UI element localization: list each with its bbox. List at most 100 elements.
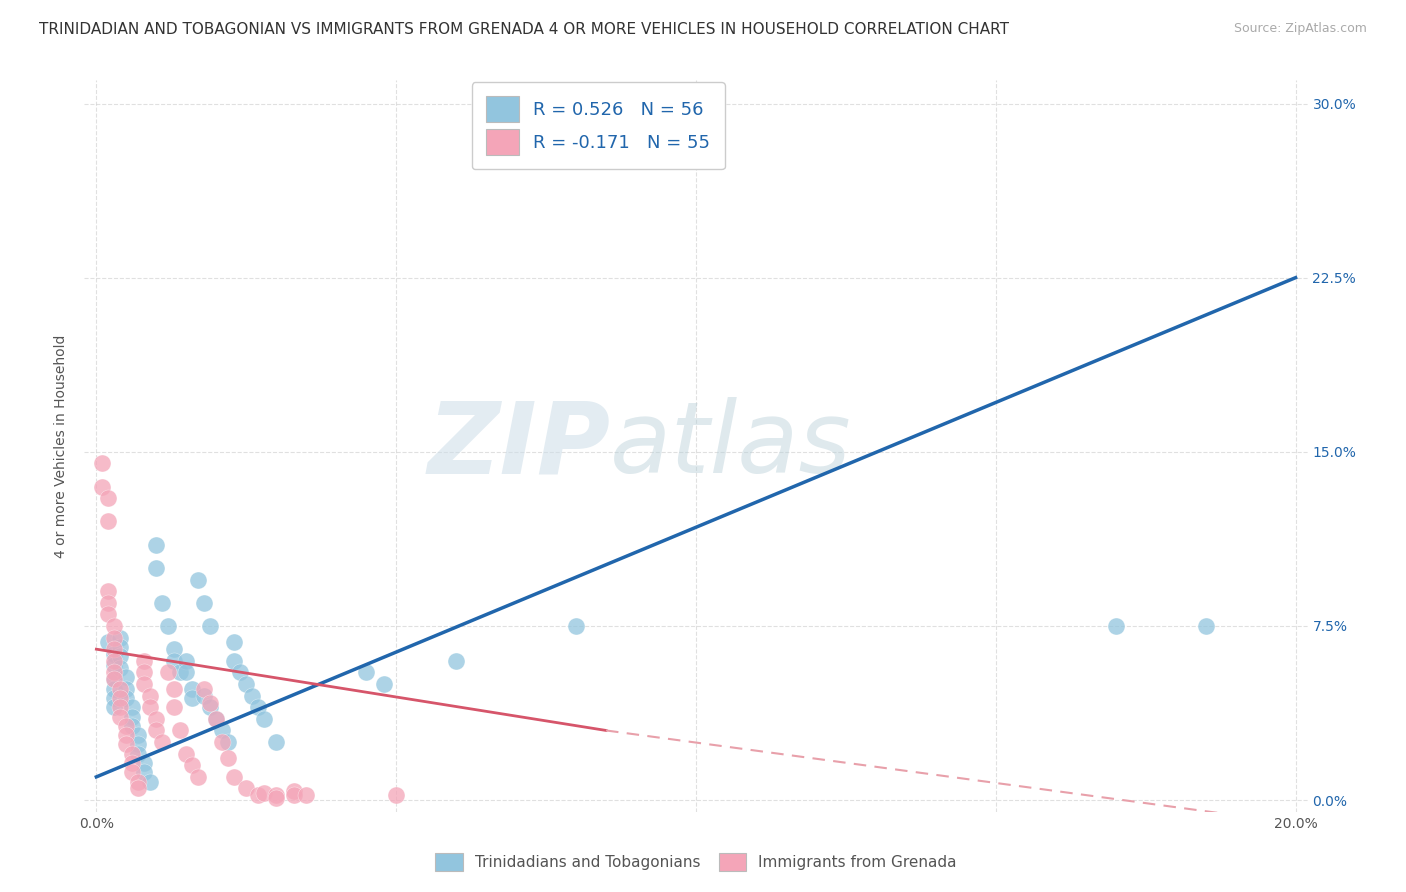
Point bbox=[127, 774, 149, 789]
Point bbox=[264, 789, 287, 803]
Point bbox=[163, 642, 186, 657]
Text: atlas: atlas bbox=[610, 398, 852, 494]
Point bbox=[115, 690, 138, 705]
Point bbox=[97, 515, 120, 529]
Point bbox=[565, 619, 588, 633]
Point bbox=[150, 596, 173, 610]
Point bbox=[247, 700, 270, 714]
Point bbox=[145, 561, 167, 575]
Point bbox=[1105, 619, 1128, 633]
Point bbox=[139, 689, 162, 703]
Point bbox=[253, 786, 276, 800]
Point bbox=[200, 696, 222, 710]
Point bbox=[139, 700, 162, 714]
Point bbox=[283, 789, 305, 803]
Point bbox=[169, 723, 191, 738]
Point bbox=[253, 712, 276, 726]
Point bbox=[103, 690, 125, 705]
Point bbox=[240, 689, 263, 703]
Y-axis label: 4 or more Vehicles in Household: 4 or more Vehicles in Household bbox=[55, 334, 69, 558]
Point bbox=[127, 747, 149, 761]
Point bbox=[103, 665, 125, 680]
Point bbox=[110, 631, 132, 645]
Point bbox=[103, 642, 125, 657]
Point bbox=[110, 690, 132, 705]
Point bbox=[187, 573, 209, 587]
Point bbox=[134, 677, 156, 691]
Point bbox=[91, 480, 114, 494]
Point bbox=[200, 619, 222, 633]
Point bbox=[205, 712, 228, 726]
Point bbox=[224, 770, 246, 784]
Point bbox=[174, 654, 197, 668]
Point bbox=[115, 728, 138, 742]
Point bbox=[121, 747, 143, 761]
Point bbox=[103, 619, 125, 633]
Point bbox=[103, 673, 125, 687]
Point bbox=[121, 709, 143, 723]
Point bbox=[139, 774, 162, 789]
Point bbox=[103, 700, 125, 714]
Point bbox=[163, 654, 186, 668]
Point bbox=[127, 738, 149, 752]
Point bbox=[576, 108, 599, 122]
Point bbox=[121, 719, 143, 733]
Point bbox=[127, 781, 149, 796]
Point bbox=[163, 681, 186, 696]
Point bbox=[110, 700, 132, 714]
Point bbox=[354, 665, 377, 680]
Point bbox=[613, 108, 636, 122]
Legend: Trinidadians and Tobagonians, Immigrants from Grenada: Trinidadians and Tobagonians, Immigrants… bbox=[429, 847, 963, 877]
Point bbox=[205, 712, 228, 726]
Point bbox=[115, 719, 138, 733]
Point bbox=[187, 770, 209, 784]
Point bbox=[97, 596, 120, 610]
Point bbox=[134, 665, 156, 680]
Point bbox=[193, 596, 215, 610]
Point bbox=[235, 677, 257, 691]
Point bbox=[121, 700, 143, 714]
Point bbox=[103, 631, 125, 645]
Point bbox=[127, 728, 149, 742]
Point bbox=[193, 689, 215, 703]
Point bbox=[181, 758, 204, 772]
Point bbox=[134, 654, 156, 668]
Text: ZIP: ZIP bbox=[427, 398, 610, 494]
Point bbox=[200, 700, 222, 714]
Point bbox=[103, 647, 125, 661]
Point bbox=[181, 681, 204, 696]
Point bbox=[121, 765, 143, 780]
Point bbox=[121, 756, 143, 770]
Point bbox=[283, 784, 305, 798]
Point bbox=[444, 654, 467, 668]
Point bbox=[217, 735, 239, 749]
Text: TRINIDADIAN AND TOBAGONIAN VS IMMIGRANTS FROM GRENADA 4 OR MORE VEHICLES IN HOUS: TRINIDADIAN AND TOBAGONIAN VS IMMIGRANTS… bbox=[39, 22, 1010, 37]
Point bbox=[193, 681, 215, 696]
Point bbox=[224, 654, 246, 668]
Point bbox=[115, 670, 138, 684]
Point bbox=[145, 723, 167, 738]
Point bbox=[174, 665, 197, 680]
Point bbox=[145, 712, 167, 726]
Point bbox=[97, 607, 120, 622]
Point bbox=[150, 735, 173, 749]
Point bbox=[157, 665, 180, 680]
Point bbox=[91, 457, 114, 471]
Point bbox=[217, 751, 239, 765]
Point bbox=[157, 619, 180, 633]
Point bbox=[110, 681, 132, 696]
Point bbox=[224, 635, 246, 649]
Point bbox=[235, 781, 257, 796]
Point bbox=[264, 790, 287, 805]
Point bbox=[169, 665, 191, 680]
Point bbox=[373, 677, 395, 691]
Point bbox=[115, 738, 138, 752]
Point bbox=[115, 681, 138, 696]
Point bbox=[110, 649, 132, 664]
Point bbox=[110, 661, 132, 675]
Point bbox=[174, 747, 197, 761]
Point bbox=[295, 789, 318, 803]
Point bbox=[134, 756, 156, 770]
Point bbox=[163, 700, 186, 714]
Point bbox=[385, 789, 408, 803]
